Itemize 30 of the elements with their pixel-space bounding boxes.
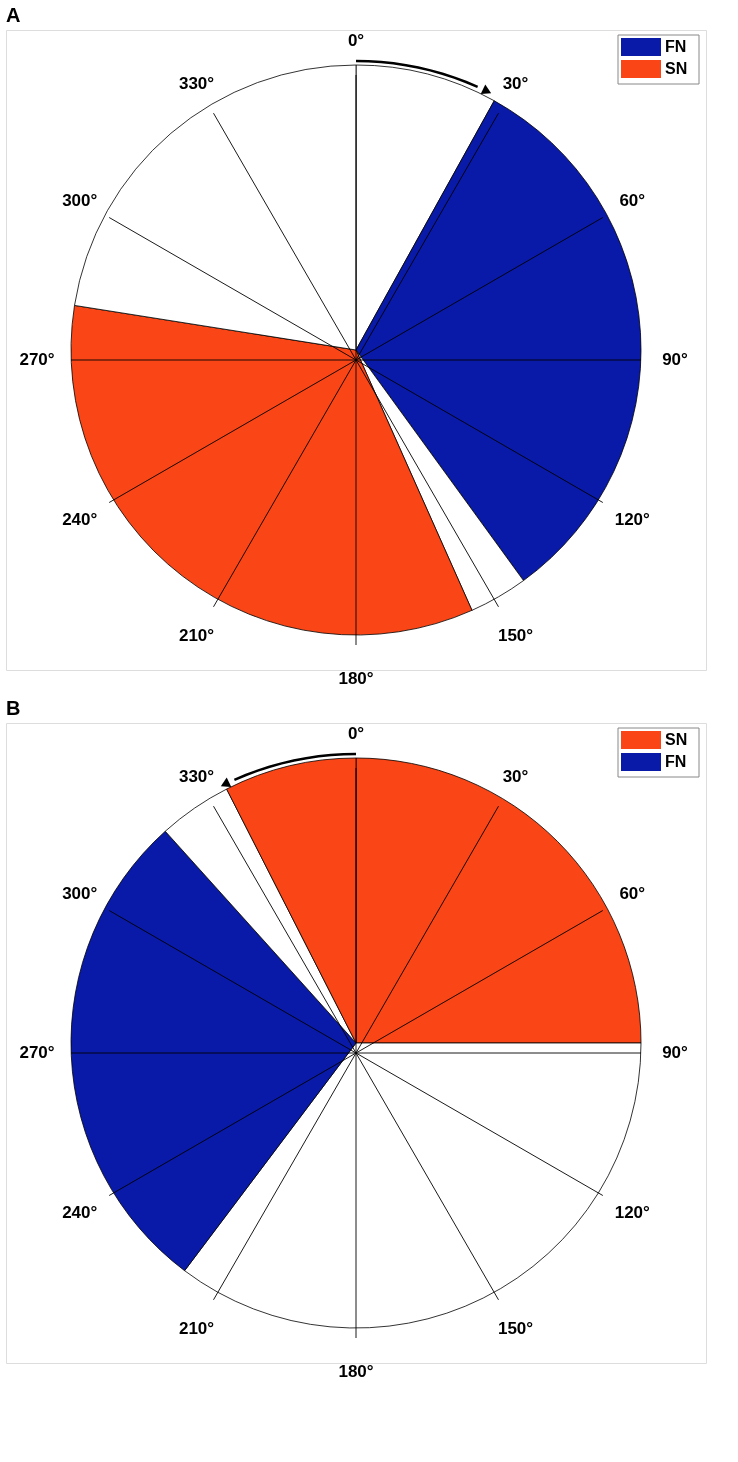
text: 240° (62, 509, 98, 529)
legend-label: SN (665, 60, 688, 77)
legend-label: FN (665, 753, 687, 770)
text: 180° (338, 1362, 374, 1381)
text: 30° (502, 766, 529, 786)
text: 60° (619, 190, 646, 210)
text: 300° (62, 883, 98, 903)
text: 330° (178, 73, 215, 93)
text: 210° (178, 1319, 215, 1339)
text: 120° (614, 509, 651, 529)
text: 330° (178, 766, 215, 786)
text: 30° (502, 73, 529, 93)
text: 270° (19, 350, 55, 369)
text: 270° (19, 1043, 55, 1062)
text: 150° (497, 1319, 534, 1339)
legend-label: FN (665, 38, 687, 55)
text: 240° (62, 1202, 98, 1222)
legend-label: SN (665, 731, 688, 748)
text: 180° (338, 669, 374, 688)
text: 0° (347, 724, 365, 743)
text: 90° (662, 350, 689, 369)
text: 210° (178, 626, 215, 646)
text: 300° (62, 190, 98, 210)
text: 150° (497, 626, 534, 646)
chart-title: A (6, 4, 21, 26)
text: 0° (347, 31, 365, 50)
chart-title: B (6, 697, 21, 719)
text: 90° (662, 1043, 689, 1062)
text: 120° (614, 1202, 651, 1222)
text: 60° (619, 883, 646, 903)
